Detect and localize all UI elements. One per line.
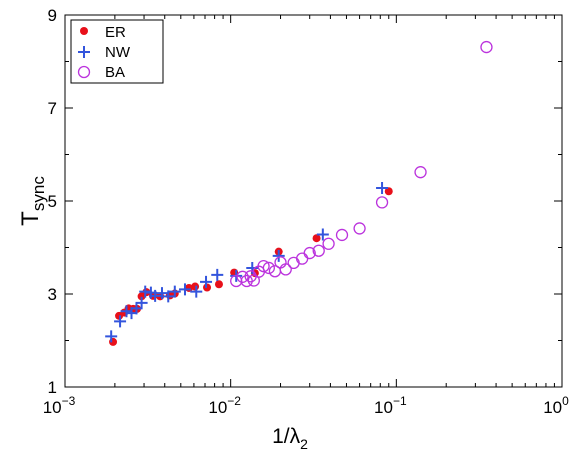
y-axis-title-main: T (17, 211, 44, 226)
y-tick-label: 1 (48, 378, 57, 397)
y-tick-label: 5 (48, 192, 57, 211)
data-point-nw (200, 275, 213, 288)
legend: ER NW BA (70, 19, 164, 84)
data-point-er (384, 187, 393, 196)
x-axis-title-main: 1/λ (272, 425, 301, 448)
data-point-ba (262, 261, 275, 275)
data-point-nw (190, 285, 203, 298)
data-point-er (214, 280, 223, 289)
data-point-nw (155, 287, 168, 300)
legend-marker-er (80, 27, 88, 35)
data-point-ba (287, 256, 300, 269)
data-point-nw (178, 283, 191, 296)
series-nw (105, 181, 389, 343)
legend-marker-ba (77, 65, 91, 79)
data-point-nw (168, 285, 181, 298)
data-point-ba (322, 237, 335, 250)
data-point-nw (316, 228, 329, 241)
data-point-er (191, 282, 200, 291)
legend-item-ba: BA (77, 64, 125, 81)
y-tick-label: 3 (48, 285, 57, 304)
data-point-ba (480, 40, 493, 54)
data-point-ba (257, 259, 270, 273)
data-markers (105, 40, 493, 346)
x-tick-label: 10−2 (208, 394, 241, 417)
y-axis-title: Tsync (17, 176, 48, 226)
x-tick-label-exp: −1 (393, 394, 407, 408)
x-tick-label-base: 10 (543, 398, 562, 417)
x-tick-label-exp: −2 (227, 394, 241, 408)
y-tick-label: 7 (48, 99, 57, 118)
x-tick-label-exp: 0 (562, 394, 569, 408)
x-tick-label-base: 10 (43, 398, 62, 417)
data-point-nw (114, 315, 127, 328)
data-point-ba (295, 252, 309, 265)
x-axis-title-sub: 2 (300, 436, 308, 452)
legend-item-nw: NW (78, 44, 131, 61)
legend-label-er: ER (105, 24, 126, 41)
data-point-ba (303, 246, 316, 260)
data-point-ba (279, 263, 292, 276)
legend-item-er: ER (80, 24, 126, 41)
y-axis-title-sub: sync (29, 176, 48, 211)
legend-marker-nw (78, 46, 90, 58)
data-point-nw (120, 305, 133, 318)
data-point-ba (312, 244, 325, 257)
x-tick-label-exp: −3 (62, 394, 76, 408)
legend-label-nw: NW (105, 44, 131, 61)
data-point-nw (105, 330, 118, 343)
data-point-ba (335, 228, 349, 242)
data-point-nw (130, 302, 143, 315)
series-er (109, 187, 393, 346)
x-tick-label: 100 (543, 394, 569, 417)
y-tick-label: 9 (48, 6, 57, 25)
data-point-nw (162, 290, 175, 303)
x-tick-label: 10−1 (374, 394, 407, 417)
data-point-nw (246, 261, 259, 274)
data-point-nw (211, 268, 224, 281)
data-point-nw (376, 181, 389, 194)
data-point-ba (414, 166, 427, 179)
x-tick-label-base: 10 (208, 398, 227, 417)
data-point-er (203, 283, 212, 292)
data-point-ba (375, 196, 389, 209)
data-point-ba (236, 270, 249, 283)
data-point-er (312, 234, 321, 243)
series-ba (230, 40, 493, 288)
x-tick-label-base: 10 (374, 398, 393, 417)
data-point-nw (135, 296, 148, 309)
x-tick-label: 10−3 (43, 394, 76, 417)
data-point-ba (353, 222, 366, 235)
legend-label-ba: BA (105, 64, 125, 81)
data-point-nw (272, 249, 285, 262)
x-axis-title: 1/λ2 (272, 425, 308, 452)
data-point-nw (149, 289, 162, 302)
